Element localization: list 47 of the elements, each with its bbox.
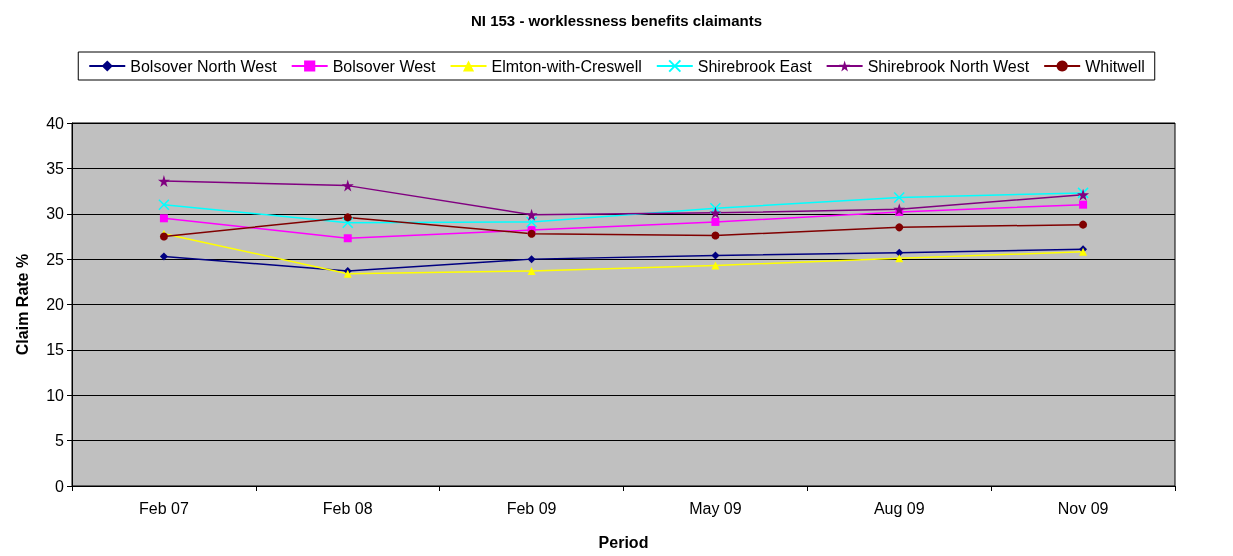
point: [893, 203, 906, 216]
point: [709, 206, 722, 219]
y-tick-label: 15: [46, 341, 65, 359]
x-tick-label: Nov 09: [1057, 499, 1109, 517]
point: [341, 179, 354, 192]
point: [711, 251, 720, 260]
point: [527, 266, 536, 275]
point: [527, 255, 536, 264]
y-tick-label: 10: [46, 386, 65, 404]
legend-label: Whitwell: [1085, 57, 1145, 75]
point: [895, 223, 904, 232]
point: [343, 234, 352, 243]
x-tick-label: Feb 08: [322, 499, 373, 517]
y-tick-label: 0: [55, 477, 65, 495]
point: [525, 208, 538, 221]
point: [895, 248, 904, 257]
y-tick-label: 5: [55, 432, 65, 450]
point: [157, 175, 170, 188]
point: [159, 252, 168, 261]
legend-label: Shirebrook East: [697, 57, 813, 75]
point: [711, 231, 720, 240]
x-tick-label: Feb 07: [139, 499, 189, 517]
chart-title: NI 153 - worklessness benefits claimants: [471, 12, 762, 29]
legend-label: Bolsover West: [332, 57, 437, 75]
point: [525, 216, 538, 228]
legend-label: Elmton-with-Creswell: [491, 57, 642, 75]
y-tick-label: 40: [46, 114, 65, 132]
legend-label: Shirebrook North West: [867, 57, 1030, 75]
y-tick-label: 20: [46, 296, 65, 313]
point: [343, 213, 352, 222]
point: [158, 198, 170, 211]
point: [1079, 200, 1088, 209]
y-tick-label: 35: [46, 159, 65, 177]
point: [342, 217, 354, 229]
y-tick-label: 30: [46, 205, 65, 223]
point: [711, 217, 720, 226]
x-tick-label: Feb 09: [506, 499, 557, 517]
point: [893, 191, 905, 204]
x-tick-label: May 09: [689, 499, 742, 517]
x-tick-label: Aug 09: [873, 499, 925, 517]
y-axis-title: Claim Rate %: [13, 253, 31, 356]
point: [709, 202, 722, 215]
point: [159, 214, 168, 223]
point: [1079, 220, 1088, 229]
legend-label: Bolsover North West: [130, 57, 278, 75]
x-axis-title: Period: [598, 533, 649, 551]
y-tick-label: 25: [46, 250, 65, 268]
